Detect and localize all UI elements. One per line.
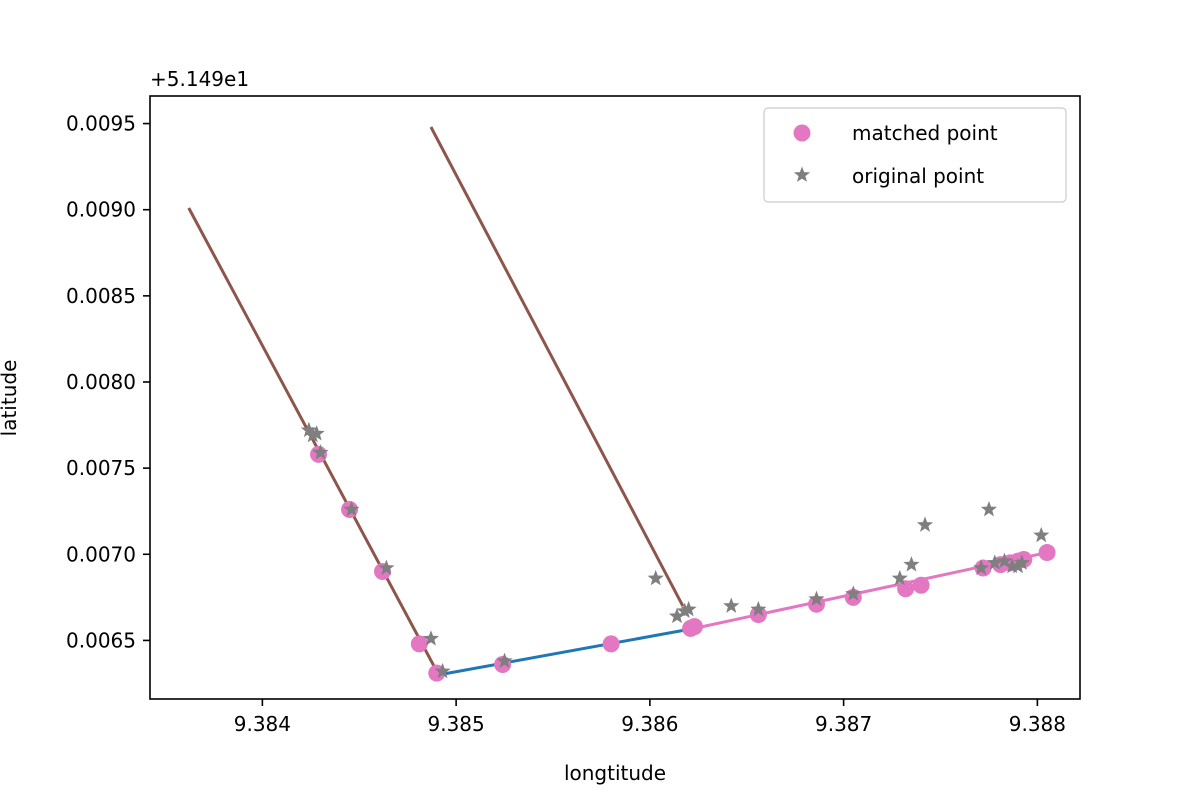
road-line-3: [438, 626, 695, 677]
original-point: [996, 552, 1013, 569]
y-tick-label: 0.0080: [66, 370, 136, 394]
legend-label-original-point: original point: [852, 164, 984, 188]
legend-box: [763, 107, 1067, 203]
original-point-series: [300, 421, 1050, 679]
original-point: [496, 652, 513, 668]
y-tick-label: 0.0075: [66, 456, 136, 480]
matched-point: [602, 635, 620, 653]
original-point: [808, 590, 825, 606]
x-axis-title: longtitude: [564, 761, 666, 785]
matched-point: [808, 595, 825, 613]
legend: matched point original point: [763, 107, 1067, 203]
original-point: [308, 425, 325, 441]
road-line-2: [429, 126, 685, 607]
x-tick-label: 9.386: [621, 712, 678, 736]
original-point: [903, 556, 920, 572]
matched-point: [749, 606, 767, 624]
original-point: [1033, 526, 1050, 543]
original-point: [1009, 557, 1027, 574]
road-line-1: [187, 207, 441, 676]
x-tick-label: 9.384: [234, 712, 291, 736]
original-point: [647, 569, 664, 586]
matched-point: [1038, 544, 1056, 562]
y-tick-label: 0.0085: [66, 284, 136, 308]
x-axis: 9.384 9.385 9.386 9.387 9.388: [234, 699, 1066, 736]
y-axis: 0.0065 0.0070 0.0075 0.0080 0.0085 0.0090 0.00…: [66, 112, 150, 652]
legend-marker-matched-point: [793, 124, 811, 142]
matched-point: [897, 580, 915, 598]
original-point: [723, 597, 740, 613]
original-point: [980, 500, 998, 517]
original-point: [343, 500, 360, 517]
original-point: [378, 559, 395, 575]
original-point: [312, 444, 329, 460]
original-point: [676, 602, 693, 619]
matched-point: [685, 618, 703, 636]
original-point: [973, 559, 990, 575]
original-point: [668, 607, 686, 624]
original-point: [422, 630, 440, 646]
original-point: [304, 426, 321, 443]
original-point: [680, 600, 697, 617]
y-tick-label: 0.0070: [66, 542, 136, 566]
original-point: [1004, 557, 1021, 574]
y-tick-label: 0.0095: [66, 112, 136, 136]
legend-label-matched-point: matched point: [852, 121, 998, 145]
original-point: [916, 516, 934, 532]
original-point: [434, 662, 451, 679]
original-point: [845, 585, 862, 601]
y-offset-label: +5.149e1: [150, 67, 249, 91]
x-tick-label: 9.388: [1009, 712, 1066, 736]
y-tick-label: 0.0065: [66, 628, 136, 652]
legend-marker-original-point: [793, 166, 811, 182]
matched-point: [912, 576, 930, 594]
original-point: [891, 569, 908, 586]
original-point: [1013, 554, 1030, 570]
original-point: [986, 554, 1003, 570]
original-point: [750, 600, 767, 617]
x-tick-label: 9.385: [427, 712, 484, 736]
y-tick-label: 0.0090: [66, 198, 136, 222]
plot-area-frame: [149, 95, 1081, 700]
y-axis-title: latitude: [0, 360, 21, 437]
matched-point: [410, 635, 428, 653]
original-point: [300, 421, 317, 438]
x-tick-label: 9.387: [815, 712, 872, 736]
